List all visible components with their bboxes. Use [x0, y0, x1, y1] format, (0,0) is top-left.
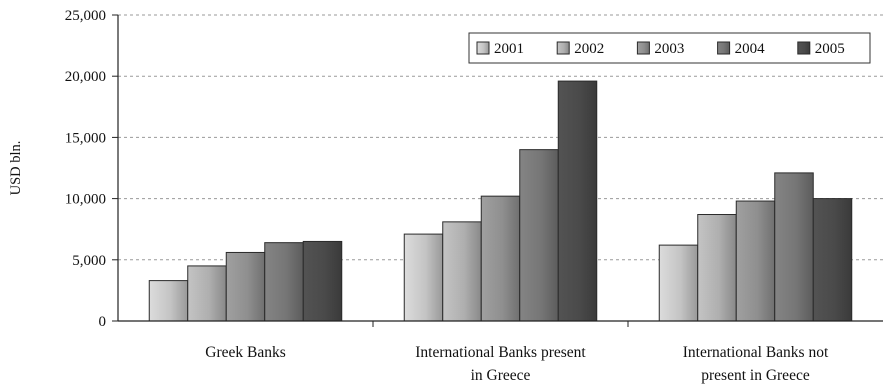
bar-2001-cat1: [148, 280, 189, 322]
legend-swatch-2004: [717, 41, 731, 55]
bar-2005-cat3: [812, 198, 853, 322]
bar-2004-cat2: [519, 149, 559, 322]
bar-2003-cat2: [480, 195, 521, 322]
bar-2005-cat1: [302, 240, 343, 322]
bars: [148, 80, 853, 322]
legend-label-2002: 2002: [574, 41, 604, 57]
bar-2004-cat1: [264, 242, 304, 322]
x-category-label: present in Greece: [701, 367, 810, 384]
legend: 2001 2002 2003 2004 2005: [468, 32, 871, 64]
bar-2004-cat3: [774, 172, 814, 322]
bar-2003-cat1: [225, 251, 266, 322]
bar-2002-cat1: [187, 265, 227, 322]
bar-2002-cat3: [697, 214, 737, 322]
axes: 0 5,000 10,000 15,000 20,000 25,000 Greek Bank…: [65, 8, 883, 384]
bar-2001-cat3: [658, 244, 699, 322]
x-category-label: in Greece: [471, 367, 531, 384]
x-category-label: International Banks present: [415, 344, 586, 361]
x-category-label: Greek Banks: [205, 344, 286, 361]
y-tick-label: 20,000: [65, 69, 106, 85]
y-tick-label: 25,000: [65, 8, 106, 24]
legend-swatch-2005: [797, 41, 811, 55]
legend-swatch-2001: [476, 41, 490, 55]
y-tick-label: 15,000: [65, 130, 106, 146]
x-category-label: International Banks not: [683, 344, 829, 361]
bar-2002-cat2: [442, 221, 482, 322]
legend-label-2004: 2004: [735, 41, 766, 57]
bar-2005-cat2: [557, 80, 598, 322]
y-tick-label: 0: [99, 314, 107, 330]
legend-label-2001: 2001: [494, 41, 524, 57]
bar-2001-cat2: [403, 233, 444, 322]
legend-swatch-2002: [556, 41, 570, 55]
legend-label-2003: 2003: [654, 41, 684, 57]
y-tick-label: 5,000: [72, 253, 106, 269]
legend-swatch-2003: [636, 41, 650, 55]
y-axis-label: USD bln.: [8, 141, 24, 196]
y-tick-label: 10,000: [65, 192, 106, 208]
bar-2003-cat3: [735, 200, 776, 322]
legend-label-2005: 2005: [815, 41, 845, 57]
